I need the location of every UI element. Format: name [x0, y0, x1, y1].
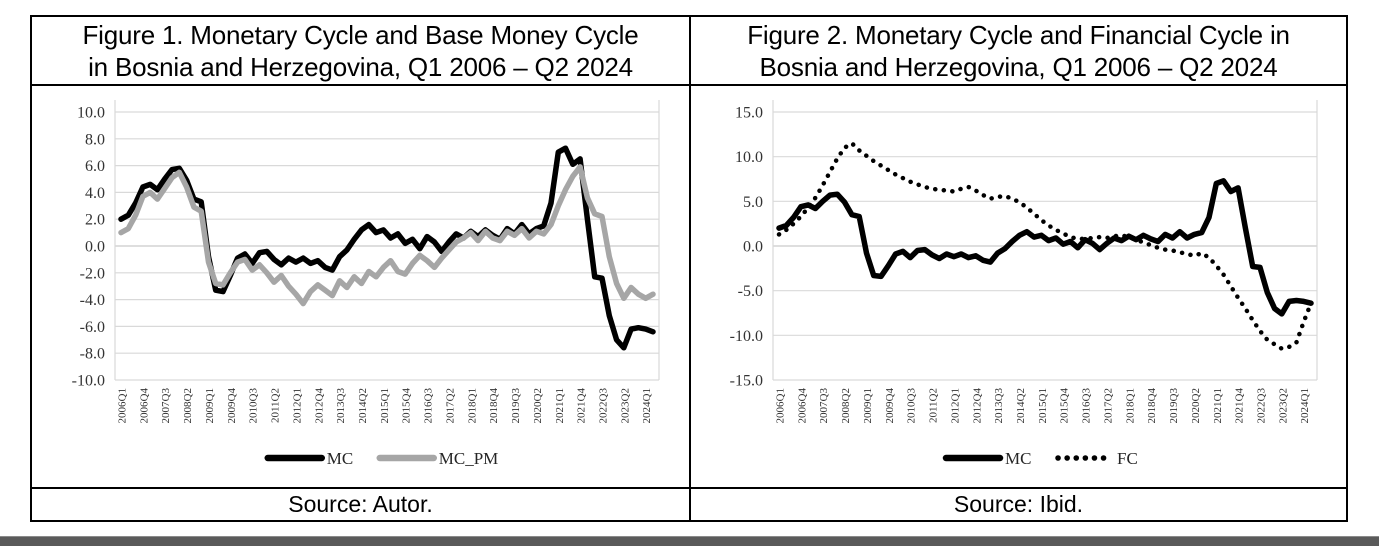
x-tick-label: 2016Q3	[1080, 388, 1092, 424]
series-line-MC	[775, 178, 1314, 317]
x-tick-label: 2018Q1	[1124, 388, 1136, 423]
x-tick-label: 2009Q4	[225, 388, 237, 424]
y-tick-label: 4.0	[85, 185, 105, 202]
y-tick-label: -6.0	[79, 319, 104, 336]
figure1-title: Figure 1. Monetary Cycle and Base Money …	[32, 17, 689, 86]
figure1-chart: 10.0 8.0 6.0 4.0 2.0 0.0 -2.0 -4.0 -6.0 -8.0 -10.0…	[32, 86, 689, 487]
x-tick-label: 2007Q3	[160, 388, 172, 424]
figure2-title-line1: Figure 2. Monetary Cycle and Financial C…	[747, 19, 1290, 50]
x-tick-label: 2008Q2	[840, 388, 852, 423]
x-tick-label: 2018Q4	[1146, 388, 1158, 424]
x-tick-label: 2012Q1	[291, 388, 303, 423]
figure1-source: Source: Autor.	[32, 487, 689, 520]
x-tick-label: 2021Q1	[553, 388, 565, 423]
x-tick-label: 2012Q4	[971, 388, 983, 424]
x-tick-label: 2015Q4	[400, 388, 412, 424]
x-tick-label: 2011Q2	[927, 388, 939, 423]
x-tick-label: 2008Q2	[182, 388, 194, 423]
x-tick-label: 2023Q2	[619, 388, 631, 423]
x-tick-label: 2023Q2	[1277, 388, 1289, 423]
figure2-source: Source: Ibid.	[689, 487, 1346, 520]
x-tick-label: 2016Q3	[422, 388, 434, 424]
x-tick-label: 2012Q1	[949, 388, 961, 423]
x-tick-label: 2024Q1	[641, 388, 653, 423]
x-tick-label: 2011Q2	[269, 388, 281, 423]
y-tick-label: -5.0	[737, 283, 762, 300]
figure2-chart: 15.0 10.0 5.0 0.0 -5.0 -10.0 -15.0 2006Q1 2006Q4…	[689, 86, 1346, 487]
x-tick-label: 2014Q2	[1014, 388, 1026, 423]
x-tick-label: 2010Q3	[247, 388, 259, 424]
x-tick-label: 2021Q4	[575, 388, 587, 424]
y-tick-label: 5.0	[743, 194, 763, 211]
figure1-title-line2: in Bosnia and Herzegovina, Q1 2006 – Q2 …	[88, 51, 633, 82]
y-tick-label: -4.0	[79, 292, 104, 309]
legend-label-MC_PM: MC_PM	[438, 449, 498, 468]
x-tick-label: 2020Q2	[531, 388, 543, 423]
figure2-title-line2: Bosnia and Herzegovina, Q1 2006 – Q2 202…	[759, 51, 1278, 82]
y-tick-label: -8.0	[79, 346, 104, 363]
page-edge-band	[0, 536, 1379, 546]
legend-label-MC: MC	[326, 449, 352, 468]
x-tick-label: 2015Q4	[1058, 388, 1070, 424]
x-tick-label: 2020Q2	[1189, 388, 1201, 423]
x-tick-label: 2019Q3	[510, 388, 522, 424]
x-tick-label: 2022Q3	[1255, 388, 1267, 424]
x-tick-label: 2012Q4	[313, 388, 325, 424]
y-tick-label: 0.0	[743, 239, 763, 256]
y-tick-label: 0.0	[85, 239, 105, 256]
x-tick-label: 2015Q1	[378, 388, 390, 423]
x-tick-label: 2009Q1	[861, 388, 873, 423]
x-tick-label: 2019Q3	[1168, 388, 1180, 424]
x-tick-label: 2017Q2	[1102, 388, 1114, 423]
x-tick-label: 2013Q3	[993, 388, 1005, 424]
x-tick-label: 2018Q1	[466, 388, 478, 423]
y-tick-label: -10.0	[729, 328, 762, 345]
x-tick-label: 2009Q1	[203, 388, 215, 423]
x-tick-label: 2006Q4	[138, 388, 150, 424]
figure2-title: Figure 2. Monetary Cycle and Financial C…	[689, 17, 1346, 86]
x-tick-label: 2015Q1	[1036, 388, 1048, 423]
y-tick-label: -10.0	[71, 373, 104, 390]
x-tick-label: 2017Q2	[444, 388, 456, 423]
figure2-source-text: Source: Ibid.	[953, 491, 1084, 517]
x-tick-label: 2006Q1	[116, 388, 128, 423]
y-tick-label: 10.0	[735, 149, 763, 166]
x-tick-label: 2006Q4	[796, 388, 808, 424]
y-tick-label: 2.0	[85, 212, 105, 229]
y-tick-label: 8.0	[85, 131, 105, 148]
y-tick-label: 10.0	[77, 105, 105, 122]
legend-label-MC: MC	[1005, 449, 1031, 468]
x-tick-label: 2007Q3	[818, 388, 830, 424]
legend-label-FC: FC	[1117, 449, 1138, 468]
x-tick-label: 2021Q4	[1233, 388, 1245, 424]
y-tick-label: 6.0	[85, 158, 105, 175]
x-tick-label: 2022Q3	[597, 388, 609, 424]
chart-svg: 10.0 8.0 6.0 4.0 2.0 0.0 -2.0 -4.0 -6.0 -8.0 -10.0…	[71, 100, 660, 468]
figure1-source-text: Source: Autor.	[288, 491, 433, 517]
x-tick-label: 2010Q3	[905, 388, 917, 424]
y-tick-label: -15.0	[729, 373, 762, 390]
y-tick-label: -2.0	[79, 265, 104, 282]
series-line-MC_PM	[117, 164, 656, 307]
figure1-title-line1: Figure 1. Monetary Cycle and Base Money …	[82, 19, 639, 50]
x-tick-label: 2021Q1	[1211, 388, 1223, 423]
x-tick-label: 2006Q1	[774, 388, 786, 423]
x-tick-label: 2009Q4	[883, 388, 895, 424]
y-tick-label: 15.0	[735, 105, 763, 122]
x-tick-label: 2013Q3	[335, 388, 347, 424]
x-tick-label: 2024Q1	[1299, 388, 1311, 423]
figures-table: Figure 1. Monetary Cycle and Base Money …	[30, 15, 1348, 522]
series-line-FC	[776, 141, 1313, 351]
chart-svg: 15.0 10.0 5.0 0.0 -5.0 -10.0 -15.0 2006Q1 2006Q4…	[729, 100, 1318, 468]
x-tick-label: 2018Q4	[488, 388, 500, 424]
x-tick-label: 2014Q2	[356, 388, 368, 423]
